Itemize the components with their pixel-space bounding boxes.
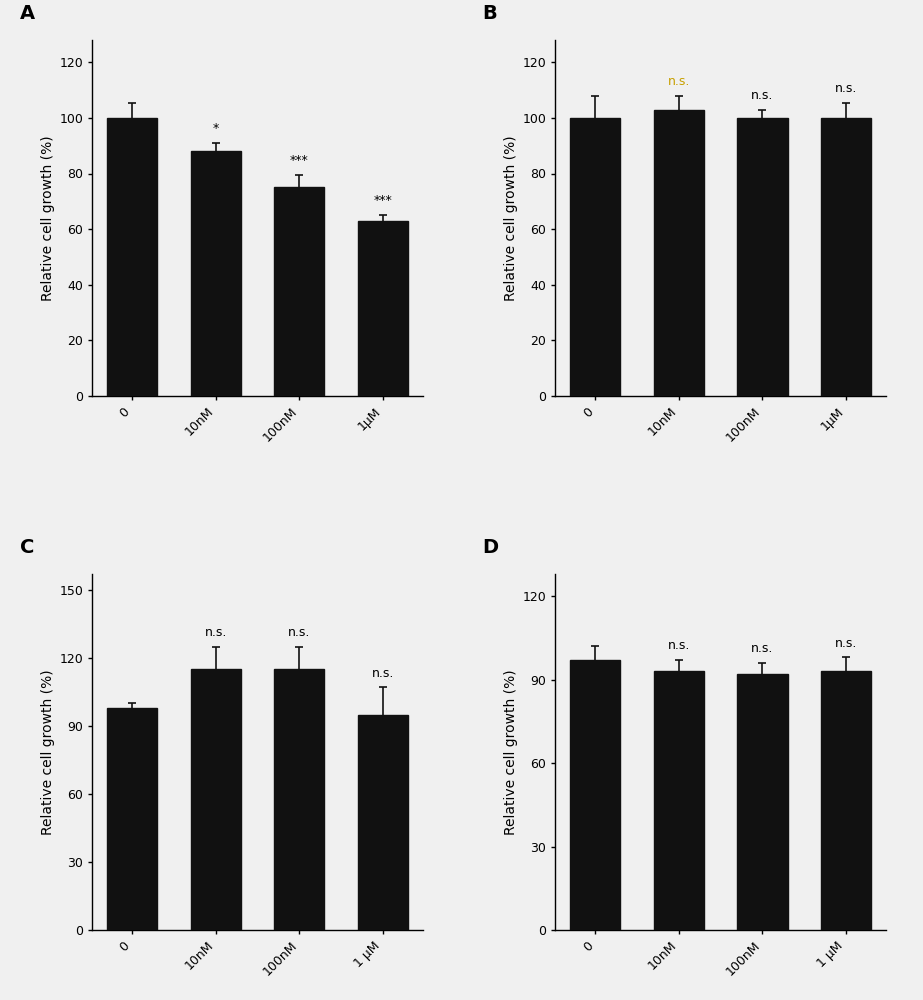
Bar bbox=[570, 660, 620, 930]
Bar bbox=[737, 118, 787, 396]
Bar bbox=[274, 187, 325, 396]
Text: B: B bbox=[483, 4, 497, 23]
Bar bbox=[821, 671, 871, 930]
Bar bbox=[737, 674, 787, 930]
Y-axis label: Relative cell growth (%): Relative cell growth (%) bbox=[42, 669, 55, 835]
Bar bbox=[191, 151, 241, 396]
Bar bbox=[821, 118, 871, 396]
Text: n.s.: n.s. bbox=[288, 626, 311, 639]
Text: n.s.: n.s. bbox=[205, 626, 227, 639]
Text: n.s.: n.s. bbox=[751, 642, 773, 655]
Text: n.s.: n.s. bbox=[372, 667, 394, 680]
Text: ***: *** bbox=[290, 154, 309, 167]
Y-axis label: Relative cell growth (%): Relative cell growth (%) bbox=[504, 669, 519, 835]
Text: n.s.: n.s. bbox=[667, 75, 690, 88]
Bar bbox=[191, 669, 241, 930]
Text: D: D bbox=[483, 538, 498, 557]
Text: n.s.: n.s. bbox=[751, 89, 773, 102]
Text: A: A bbox=[19, 4, 35, 23]
Bar bbox=[274, 669, 325, 930]
Text: n.s.: n.s. bbox=[667, 639, 690, 652]
Bar bbox=[653, 671, 704, 930]
Bar bbox=[107, 708, 158, 930]
Text: *: * bbox=[213, 122, 219, 135]
Text: ***: *** bbox=[374, 194, 392, 207]
Bar bbox=[653, 110, 704, 396]
Y-axis label: Relative cell growth (%): Relative cell growth (%) bbox=[42, 135, 55, 301]
Bar bbox=[358, 715, 408, 930]
Bar bbox=[358, 221, 408, 396]
Text: n.s.: n.s. bbox=[834, 82, 857, 95]
Y-axis label: Relative cell growth (%): Relative cell growth (%) bbox=[504, 135, 519, 301]
Text: n.s.: n.s. bbox=[834, 637, 857, 650]
Bar bbox=[107, 118, 158, 396]
Text: C: C bbox=[19, 538, 34, 557]
Bar bbox=[570, 118, 620, 396]
